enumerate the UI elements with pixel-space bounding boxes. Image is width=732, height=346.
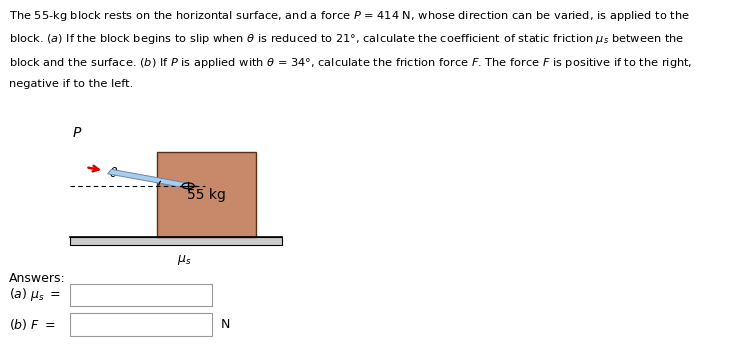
Text: $P$: $P$ (72, 126, 82, 140)
Bar (70, 313, 212, 336)
Bar (70, 237, 282, 245)
Text: N: N (221, 318, 231, 331)
Bar (70, 284, 212, 306)
Text: The 55-kg block rests on the horizontal surface, and a force $P$ = 414 N, whose : The 55-kg block rests on the horizontal … (9, 9, 690, 22)
Text: $\theta$: $\theta$ (109, 166, 118, 180)
Bar (157, 152, 256, 237)
Polygon shape (108, 169, 190, 188)
Text: block and the surface. ($b$) If $P$ is applied with $\theta$ = 34°, calculate th: block and the surface. ($b$) If $P$ is a… (9, 56, 692, 70)
Text: block. ($a$) If the block begins to slip when $\theta$ is reduced to 21°, calcul: block. ($a$) If the block begins to slip… (9, 32, 684, 46)
Text: $(b)\ F\ =$: $(b)\ F\ =$ (9, 317, 56, 332)
Text: $(a)\ \mu_s\ =$: $(a)\ \mu_s\ =$ (9, 286, 61, 303)
Text: Answers:: Answers: (9, 272, 66, 285)
Text: negative if to the left.: negative if to the left. (9, 79, 133, 89)
Text: $\mu_s$: $\mu_s$ (177, 253, 192, 267)
Text: 55 kg: 55 kg (187, 188, 226, 202)
